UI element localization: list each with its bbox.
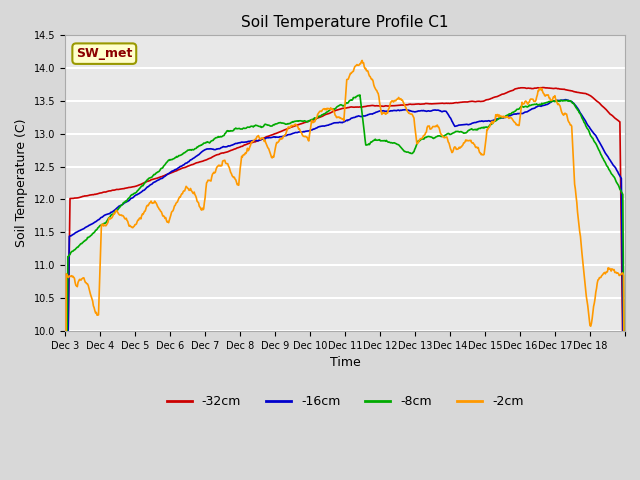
Text: SW_met: SW_met [76,47,132,60]
Y-axis label: Soil Temperature (C): Soil Temperature (C) [15,119,28,247]
Legend: -32cm, -16cm, -8cm, -2cm: -32cm, -16cm, -8cm, -2cm [161,390,529,413]
Title: Soil Temperature Profile C1: Soil Temperature Profile C1 [241,15,449,30]
X-axis label: Time: Time [330,356,360,369]
